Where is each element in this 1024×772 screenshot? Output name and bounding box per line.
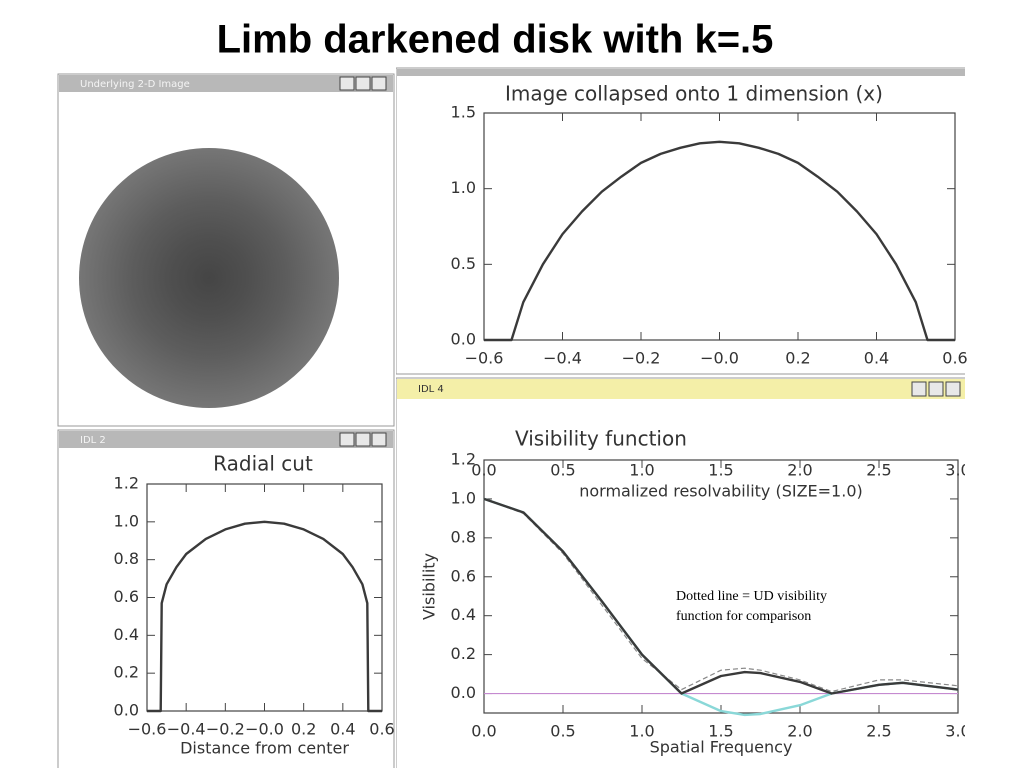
- y-tick-label: 0.6: [451, 566, 476, 585]
- x-tick-label: 1.5: [708, 722, 733, 741]
- y-tick-label: 0.8: [451, 527, 476, 546]
- x-tick-label: −0.2: [622, 349, 661, 368]
- x-tick-label: 2.5: [866, 722, 891, 741]
- window-title: IDL 2: [80, 435, 106, 446]
- x2-tick-label: 2.0: [787, 461, 812, 480]
- disk-image: [79, 148, 339, 408]
- y-tick-label: 0.8: [114, 549, 139, 568]
- x-tick-label: −0.4: [543, 349, 582, 368]
- title-bar: [397, 379, 965, 399]
- x-tick-label: 0.5: [550, 722, 575, 741]
- data-line: [483, 497, 959, 695]
- y-tick-label: 1.0: [451, 488, 476, 507]
- y-tick-label: 0.4: [114, 625, 139, 644]
- slide-title: Limb darkened disk with k=.5: [217, 18, 774, 62]
- x2-tick-label: 0.5: [550, 461, 575, 480]
- chart-title: Image collapsed onto 1 dimension (x): [505, 82, 883, 106]
- x2-tick-label: 1.5: [708, 461, 733, 480]
- x2-tick-label: 0.0: [471, 461, 496, 480]
- y-tick-label: 1.5: [451, 103, 476, 122]
- x-tick-label: 1.0: [629, 722, 654, 741]
- x2-tick-label: 3.0: [945, 461, 970, 480]
- y-tick-label: 0.0: [451, 330, 476, 349]
- x2-tick-label: 2.5: [866, 461, 891, 480]
- x-tick-label: −0.0: [700, 349, 739, 368]
- title-bar: [59, 75, 393, 92]
- window-buttons[interactable]: [339, 432, 387, 447]
- window: [396, 67, 965, 375]
- title-bar: [59, 431, 393, 448]
- window-frame: [396, 377, 965, 768]
- data-line: [147, 520, 382, 713]
- chart-title: Visibility function: [515, 427, 687, 451]
- x-tick-label: 0.4: [864, 349, 889, 368]
- window: IDL 2: [57, 429, 395, 771]
- x-tick-label: 0.4: [330, 720, 355, 739]
- chart-group: Image collapsed onto 1 dimension (x) 0.0 0…: [451, 82, 968, 368]
- x-tick-label: −0.4: [167, 720, 206, 739]
- x-tick-label: 0.6: [369, 720, 394, 739]
- window-buttons[interactable]: [339, 76, 387, 91]
- x-tick-label: 3.0: [945, 722, 970, 741]
- y-axis-label: Visibility: [420, 553, 439, 620]
- window-title: Underlying 2-D Image: [80, 79, 190, 90]
- window: IDL 4: [396, 377, 965, 768]
- window-buttons[interactable]: [911, 381, 961, 397]
- y-tick-label: 1.2: [451, 450, 476, 469]
- y-tick-label: 0.2: [114, 663, 139, 682]
- data-line: [484, 140, 955, 342]
- x-tick-label: 2.0: [787, 722, 812, 741]
- window-title: IDL 4: [418, 384, 444, 395]
- y-tick-label: 1.0: [114, 511, 139, 530]
- chart-group: Visibility function 0.0 0.2 0.4 0.6 0.8 1.0 1.2…: [420, 427, 970, 757]
- x2-axis-label: normalized resolvability (SIZE=1.0): [579, 482, 863, 501]
- window-frame: [396, 67, 965, 375]
- x-tick-label: 0.2: [785, 349, 810, 368]
- x-axis-label: Distance from center: [180, 739, 349, 758]
- annotation: Dotted line = UD visibility: [676, 589, 827, 604]
- x-tick-label: 0.0: [471, 722, 496, 741]
- window-frame: [57, 429, 395, 771]
- y-tick-label: 1.2: [114, 474, 139, 493]
- y-tick-label: 0.0: [451, 683, 476, 702]
- x-tick-label: −0.2: [206, 720, 245, 739]
- annotation: function for comparison: [676, 609, 811, 624]
- title-bar: [397, 69, 965, 76]
- x-tick-label: −0.6: [128, 720, 167, 739]
- y-tick-label: 0.6: [114, 587, 139, 606]
- y-tick-label: 0.0: [114, 701, 139, 720]
- y-tick-label: 0.2: [451, 644, 476, 663]
- window: Underlying 2-D Image: [57, 73, 395, 427]
- x2-tick-label: 1.0: [629, 461, 654, 480]
- y-tick-label: 0.5: [451, 254, 476, 273]
- y-tick-label: 1.0: [451, 178, 476, 197]
- chart-title: Radial cut: [213, 452, 313, 476]
- x-axis-label: Spatial Frequency: [650, 738, 793, 757]
- x-tick-label: −0.0: [245, 720, 284, 739]
- x-tick-label: 0.2: [291, 720, 316, 739]
- x-tick-label: −0.6: [465, 349, 504, 368]
- y-tick-label: 0.4: [451, 605, 476, 624]
- x-tick-label: 0.6: [942, 349, 967, 368]
